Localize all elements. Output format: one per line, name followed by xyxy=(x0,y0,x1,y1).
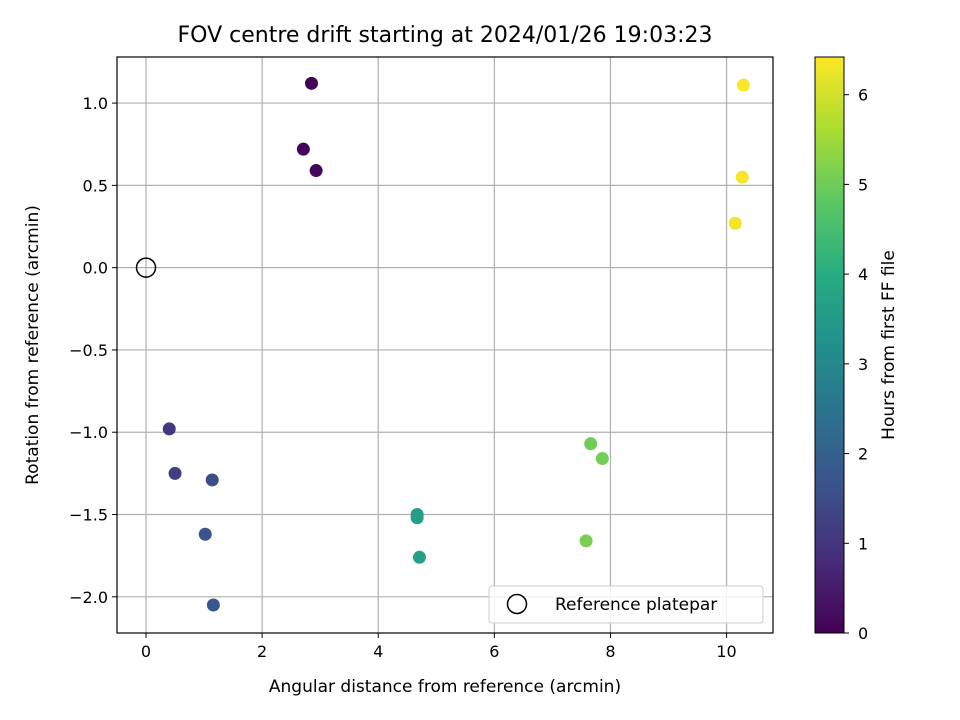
x-tick-label: 8 xyxy=(605,642,615,661)
x-axis-label: Angular distance from reference (arcmin) xyxy=(269,677,621,697)
data-point xyxy=(162,422,176,436)
data-point xyxy=(410,511,424,525)
chart-title: FOV centre drift starting at 2024/01/26 … xyxy=(178,23,713,48)
colorbar-tick-label: 6 xyxy=(858,86,868,105)
colorbar-ticks: 0 1 2 3 4 5 6 xyxy=(844,86,868,643)
colorbar-tick-label: 3 xyxy=(858,355,868,374)
scatter-points xyxy=(135,76,750,612)
data-point xyxy=(304,76,318,90)
x-tick-label: 4 xyxy=(373,642,383,661)
y-axis-label: Rotation from reference (arcmin) xyxy=(23,205,43,485)
legend: Reference platepar xyxy=(488,585,764,624)
y-tick-label: −1.5 xyxy=(69,506,108,525)
data-point xyxy=(309,164,323,178)
data-point xyxy=(206,598,220,612)
y-tick-label: 0.5 xyxy=(83,176,108,195)
x-tick-label: 10 xyxy=(716,642,736,661)
colorbar-label: Hours from first FF file xyxy=(879,250,899,440)
data-point xyxy=(168,466,182,480)
data-point xyxy=(579,534,593,548)
y-tick-label: 1.0 xyxy=(83,94,108,113)
colorbar-tick-label: 4 xyxy=(858,265,868,284)
data-point xyxy=(205,473,219,487)
x-tick-label: 6 xyxy=(489,642,499,661)
data-point xyxy=(736,78,750,92)
grid xyxy=(117,57,773,633)
legend-box xyxy=(488,585,764,624)
data-point xyxy=(198,527,212,541)
reference-platepar-marker xyxy=(135,257,157,278)
y-tick-label: −0.5 xyxy=(69,341,108,360)
colorbar-tick-label: 2 xyxy=(858,445,868,464)
data-point xyxy=(728,216,742,230)
y-tick-label: 0.0 xyxy=(83,259,108,278)
data-point xyxy=(296,142,310,156)
data-point xyxy=(735,170,749,184)
colorbar-tick-label: 5 xyxy=(858,175,868,194)
plot-area-frame xyxy=(116,56,774,634)
colorbar-gradient xyxy=(814,56,845,634)
y-tick-label: −2.0 xyxy=(69,588,108,607)
legend-reference-marker xyxy=(506,593,528,615)
data-point xyxy=(584,437,598,451)
y-tick-label: −1.0 xyxy=(69,423,108,442)
colorbar-tick-label: 1 xyxy=(858,534,868,553)
legend-reference-label: Reference platepar xyxy=(555,595,717,615)
data-point xyxy=(595,452,609,466)
colorbar: 0 1 2 3 4 5 6 Hours from first FF file xyxy=(814,56,899,643)
colorbar-tick-label: 0 xyxy=(858,624,868,643)
x-tick-label: 0 xyxy=(141,642,151,661)
data-point xyxy=(412,550,426,564)
x-tick-label: 2 xyxy=(257,642,267,661)
axis-ticks: 0 2 4 6 8 10 −2.0 −1.5 −1.0 −0.5 0.0 0.5 1.0 xyxy=(69,94,737,661)
